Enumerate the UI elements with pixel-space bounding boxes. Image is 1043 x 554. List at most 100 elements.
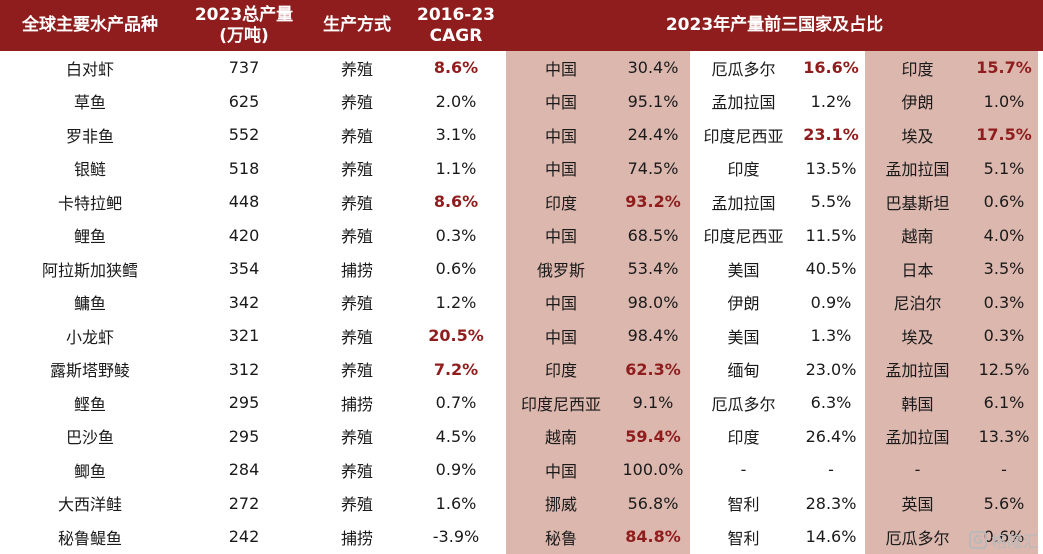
cell-species: 卡特拉鲃 <box>57 193 122 213</box>
cell-p3: 0.3% <box>983 292 1025 312</box>
cell-production: 354 <box>228 259 260 279</box>
table-row: 阿拉斯加狭鳕 354 捕捞 0.6% 俄罗斯 53.4% 美国 40.5% 日本 3.5% <box>0 252 1043 286</box>
cell-p1: 74.5% <box>627 158 679 178</box>
cell-p2: 23.1% <box>803 125 859 145</box>
table-row: 秘鲁鳀鱼 242 捕捞 -3.9% 秘鲁 84.8% 智利 14.6% 厄瓜多尔 0.6% <box>0 520 1043 554</box>
table-row: 巴沙鱼 295 养殖 4.5% 越南 59.4% 印度 26.4% 孟加拉国 13.3% <box>0 420 1043 454</box>
table-row: 鲫鱼 284 养殖 0.9% 中国 100.0% - - - - <box>0 453 1043 487</box>
table-row: 小龙虾 321 养殖 20.5% 中国 98.4% 美国 1.3% 埃及 0.3% <box>0 319 1043 353</box>
cell-species: 巴沙鱼 <box>65 428 114 448</box>
cell-cagr: 1.6% <box>435 493 477 513</box>
cell-p2: 40.5% <box>805 259 857 279</box>
cell-p3: 12.5% <box>978 359 1030 379</box>
cell-species: 鲣鱼 <box>73 394 106 414</box>
cell-p2: 11.5% <box>805 225 857 245</box>
cell-production: 284 <box>228 460 260 480</box>
cell-cagr: -3.9% <box>432 527 480 547</box>
cell-p2: 6.3% <box>810 393 852 413</box>
cell-p1: 98.4% <box>627 326 679 346</box>
shade-country1 <box>506 51 690 554</box>
cell-c2: 孟加拉国 <box>711 193 776 213</box>
watermark-logo-icon: G <box>968 531 987 549</box>
cell-c3: 韩国 <box>901 394 934 414</box>
cell-p2: 5.5% <box>810 192 852 212</box>
shade-country3 <box>865 51 1038 554</box>
cell-species: 鲤鱼 <box>73 227 106 247</box>
cell-p3: 3.5% <box>983 259 1025 279</box>
cell-p2: - <box>828 460 834 480</box>
cell-c3: 尼泊尔 <box>893 294 942 314</box>
cell-p3: - <box>1001 460 1007 480</box>
cell-p2: 14.6% <box>805 527 857 547</box>
cell-species: 罗非鱼 <box>65 126 114 146</box>
cell-c2: 智利 <box>727 528 760 548</box>
cell-c2: 印度尼西亚 <box>703 126 784 146</box>
cell-c2: 印度尼西亚 <box>703 227 784 247</box>
table-row: 白对虾 737 养殖 8.6% 中国 30.4% 厄瓜多尔 16.6% 印度 15.7% <box>0 51 1043 85</box>
cell-cagr: 0.6% <box>435 259 477 279</box>
cell-p3: 17.5% <box>976 125 1032 145</box>
cell-p1: 59.4% <box>625 426 681 446</box>
cell-p3: 13.3% <box>978 426 1030 446</box>
cell-production: 625 <box>228 91 260 111</box>
cell-species: 大西洋鲑 <box>57 495 122 515</box>
cell-p1: 62.3% <box>625 359 681 379</box>
cell-c1: 印度 <box>544 361 577 381</box>
cell-c3: 孟加拉国 <box>885 361 950 381</box>
cell-c2: 美国 <box>727 260 760 280</box>
cell-method: 养殖 <box>340 126 373 146</box>
cell-species: 阿拉斯加狭鳕 <box>41 260 138 280</box>
cell-species: 秘鲁鳀鱼 <box>57 528 122 548</box>
cell-c2: 印度 <box>727 428 760 448</box>
cell-c3: - <box>914 460 921 480</box>
cell-p1: 93.2% <box>625 192 681 212</box>
cell-p2: 23.0% <box>805 359 857 379</box>
cell-method: 养殖 <box>340 327 373 347</box>
cell-c1: 中国 <box>544 227 577 247</box>
cell-cagr: 1.2% <box>435 292 477 312</box>
cell-p1: 100.0% <box>622 460 684 480</box>
cell-method: 养殖 <box>340 227 373 247</box>
cell-production: 518 <box>228 158 260 178</box>
cell-cagr: 0.9% <box>435 460 477 480</box>
cell-p1: 9.1% <box>632 393 674 413</box>
cell-p1: 53.4% <box>627 259 679 279</box>
cell-p2: 28.3% <box>805 493 857 513</box>
cell-production: 448 <box>228 192 260 212</box>
table-row: 大西洋鲑 272 养殖 1.6% 挪威 56.8% 智利 28.3% 英国 5.6% <box>0 487 1043 521</box>
cell-species: 白对虾 <box>65 59 114 79</box>
table-row: 罗非鱼 552 养殖 3.1% 中国 24.4% 印度尼西亚 23.1% 埃及 17.5% <box>0 118 1043 152</box>
cell-p1: 68.5% <box>627 225 679 245</box>
cell-c3: 孟加拉国 <box>885 428 950 448</box>
header-method: 生产方式 <box>323 15 391 35</box>
table-row: 鲤鱼 420 养殖 0.3% 中国 68.5% 印度尼西亚 11.5% 越南 4.0% <box>0 219 1043 253</box>
cell-p1: 24.4% <box>627 125 679 145</box>
cell-method: 养殖 <box>340 294 373 314</box>
cell-species: 鳙鱼 <box>73 294 106 314</box>
cell-c1: 中国 <box>544 461 577 481</box>
cell-c3: 英国 <box>901 495 934 515</box>
cell-method: 养殖 <box>340 495 373 515</box>
cell-c3: 越南 <box>901 227 934 247</box>
cell-c2: - <box>740 460 747 480</box>
cell-p3: 0.3% <box>983 326 1025 346</box>
cell-c1: 中国 <box>544 126 577 146</box>
cell-cagr: 4.5% <box>435 426 477 446</box>
cell-cagr: 3.1% <box>435 125 477 145</box>
cell-c3: 日本 <box>901 260 934 280</box>
cell-c3: 巴基斯坦 <box>885 193 950 213</box>
cell-species: 露斯塔野鲮 <box>49 361 130 381</box>
cell-p1: 95.1% <box>627 91 679 111</box>
cell-species: 鲫鱼 <box>73 461 106 481</box>
cell-p1: 98.0% <box>627 292 679 312</box>
cell-p3: 1.0% <box>983 91 1025 111</box>
cell-species: 小龙虾 <box>65 327 114 347</box>
cell-cagr: 8.6% <box>433 192 479 212</box>
cell-p3: 0.6% <box>983 527 1025 547</box>
cell-cagr: 0.3% <box>435 225 477 245</box>
table-row: 卡特拉鲃 448 养殖 8.6% 印度 93.2% 孟加拉国 5.5% 巴基斯坦 0.6% <box>0 185 1043 219</box>
cell-c1: 中国 <box>544 294 577 314</box>
cell-production: 242 <box>228 527 260 547</box>
cell-p3: 5.1% <box>983 158 1025 178</box>
cell-cagr: 1.1% <box>435 158 477 178</box>
